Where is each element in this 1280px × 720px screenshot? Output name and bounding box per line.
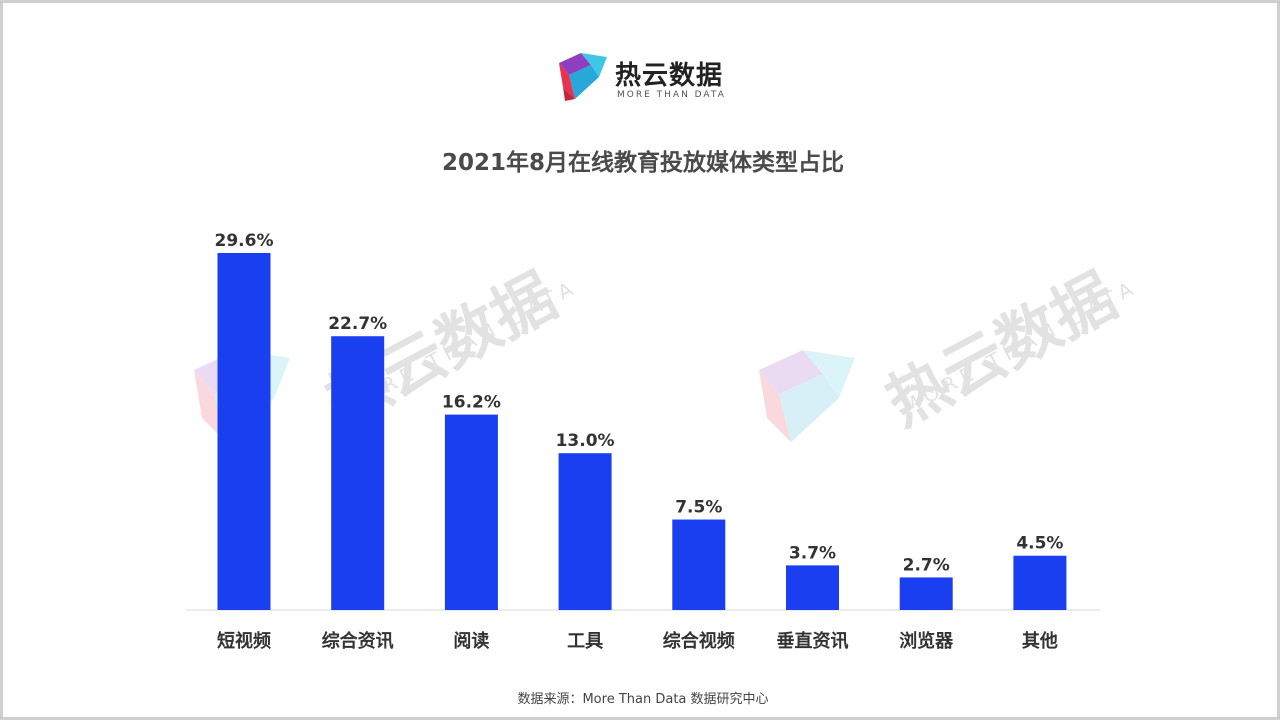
- logo-tagline: MORE THAN DATA: [617, 90, 726, 100]
- bar-5: [786, 565, 839, 610]
- bar-7: [1013, 555, 1067, 610]
- bar-value-label: 7.5%: [675, 498, 722, 518]
- bar-value-label: 4.5%: [1016, 534, 1063, 554]
- bar-value-label: 29.6%: [215, 231, 274, 251]
- category-label: 浏览器: [899, 630, 954, 652]
- logo-name: 热云数据: [615, 61, 724, 91]
- source-note: 数据来源：More Than Data 数据研究中心: [517, 692, 769, 707]
- bar-6: [899, 577, 953, 610]
- category-label: 阅读: [453, 630, 489, 652]
- category-label: 短视频: [217, 630, 271, 652]
- chart-title: 2021年8月在线教育投放媒体类型占比: [441, 150, 845, 176]
- category-label: 其他: [1022, 630, 1058, 652]
- bar-4: [672, 519, 726, 610]
- logo-cube-icon: [559, 53, 607, 101]
- bar-value-label: 13.0%: [556, 431, 615, 451]
- category-label: 综合资讯: [322, 630, 394, 652]
- category-label: 垂直资讯: [777, 630, 849, 652]
- bar-value-label: 3.7%: [789, 543, 836, 563]
- bar-value-label: 22.7%: [328, 314, 387, 334]
- bar-3: [558, 453, 612, 610]
- bar-chart: 29.6% 短视频 22.7% 综合资讯 16.2% 阅读 13.0% 工具 7.5% 综合视频 3…: [186, 231, 1100, 652]
- category-label: 工具: [567, 631, 603, 652]
- bar-0: [217, 253, 271, 610]
- bar-2: [444, 414, 498, 610]
- bar-value-label: 16.2%: [442, 393, 501, 413]
- bar-1: [331, 336, 385, 610]
- category-label: 综合视频: [663, 630, 735, 652]
- logo: 热云数据 MORE THAN DATA: [551, 47, 741, 107]
- bar-value-label: 2.7%: [903, 555, 950, 575]
